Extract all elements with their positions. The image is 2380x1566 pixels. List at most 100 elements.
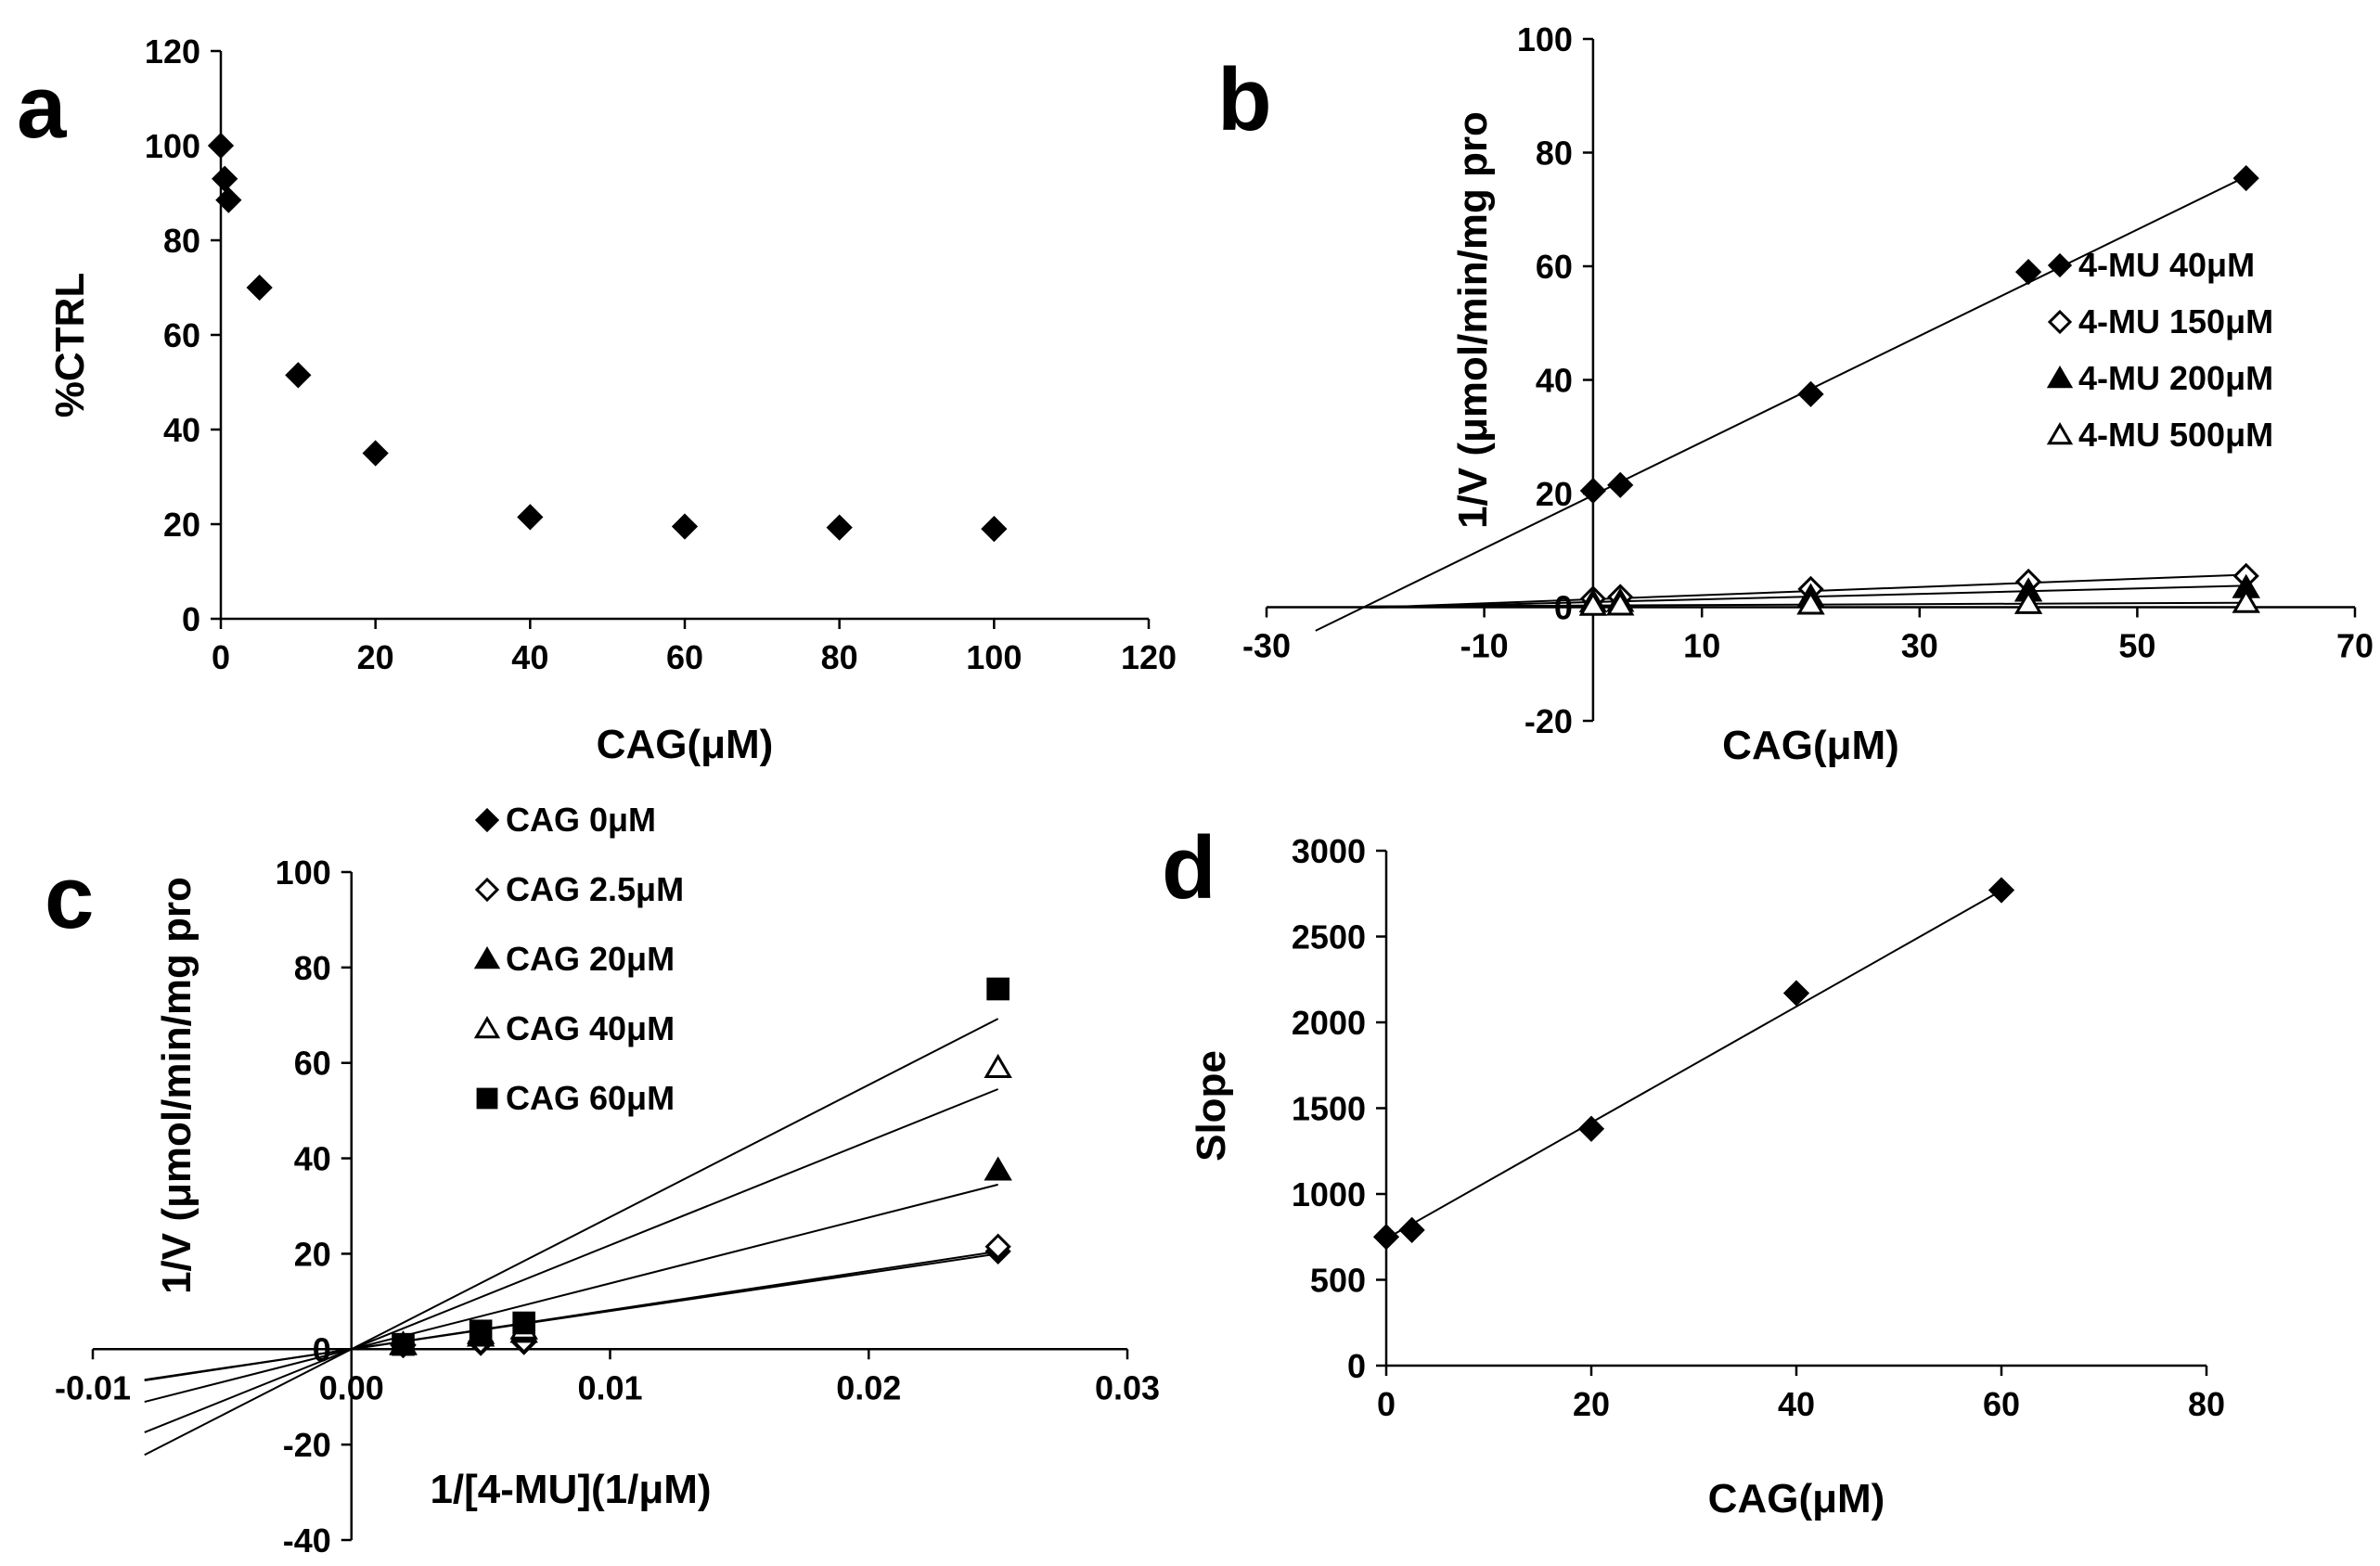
data-point-s1-4 — [1782, 980, 1810, 1007]
x-tick-label: -10 — [1460, 627, 1509, 665]
y-tick-label: 80 — [1536, 135, 1573, 173]
legend-label-4: CAG 40μM — [506, 1009, 675, 1047]
x-tick-label: 20 — [357, 638, 394, 676]
legend-label-3: CAG 20μM — [506, 940, 675, 978]
data-point-s1-7 — [517, 504, 544, 531]
fit-line-4 — [144, 1088, 998, 1433]
panel-letter-a: a — [17, 58, 67, 157]
data-point-s1-4 — [246, 274, 273, 302]
panel-letter-b: b — [1217, 50, 1272, 149]
data-point-s5-4 — [986, 977, 1010, 1001]
data-point-s1-9 — [826, 514, 853, 541]
data-point-s2-4 — [984, 1233, 1011, 1260]
y-tick-label: 0 — [1554, 589, 1573, 627]
panel-letter-d: d — [1162, 818, 1216, 918]
x-tick-label: 0 — [212, 638, 230, 676]
x-tick-label: 80 — [821, 638, 858, 676]
data-point-s1-1 — [207, 132, 235, 160]
panel-a: a 0 20 40 60 80 100 120 0 20 40 60 80 100 120 CAG(μM) %C… — [17, 32, 1177, 767]
data-point-s1-1 — [1579, 477, 1607, 505]
data-point-s5-2 — [469, 1319, 493, 1343]
y-tick-label: 60 — [163, 316, 200, 354]
y-tick-label: 60 — [294, 1045, 331, 1083]
y-axis-label: 1/V (μmol/min/mg pro — [1450, 111, 1496, 529]
x-tick-label: 120 — [1121, 638, 1177, 676]
panel-letter-c: c — [45, 848, 94, 947]
legend-label-1: 4-MU 40μM — [2078, 246, 2255, 284]
x-tick-label: 20 — [1573, 1385, 1610, 1423]
data-point-s4-2 — [1606, 591, 1635, 616]
y-tick-label: 100 — [145, 127, 200, 165]
y-tick-label: 60 — [1536, 248, 1573, 286]
panel-d: d 0 20 40 60 80 0 500 1000 1500 2000 2500 3000 CAG(μM… — [1162, 818, 2225, 1521]
data-point-s1-2 — [1607, 471, 1634, 498]
x-tick-label: 0.00 — [319, 1368, 384, 1406]
data-point-s1-6 — [362, 440, 389, 467]
legend-marker-2 — [2047, 309, 2073, 335]
y-tick-label: 100 — [1517, 20, 1573, 58]
data-point-s1-3 — [1577, 1115, 1605, 1142]
data-point-s1-1 — [1372, 1224, 1400, 1251]
data-point-s4-5 — [2232, 588, 2260, 613]
x-tick-label: 50 — [2118, 627, 2155, 665]
data-point-s4-4 — [2013, 589, 2043, 614]
x-tick-label: -0.01 — [55, 1368, 131, 1406]
y-tick-label: 500 — [1310, 1262, 1366, 1300]
y-tick-label: -20 — [283, 1426, 331, 1464]
y-tick-label: 20 — [163, 506, 200, 544]
fit-line-5 — [144, 1018, 999, 1457]
x-tick-label: 60 — [1983, 1385, 2020, 1423]
x-tick-label: 0 — [1377, 1385, 1396, 1423]
y-tick-label: 40 — [163, 411, 200, 449]
fit-line-1 — [1315, 173, 2253, 632]
legend-marker-3 — [2046, 366, 2074, 389]
data-point-s1-2 — [1398, 1216, 1425, 1243]
y-tick-label: 1500 — [1292, 1090, 1366, 1128]
x-axis-label: CAG(μM) — [1722, 723, 1899, 768]
y-tick-label: 20 — [1536, 475, 1573, 513]
legend-label-2: 4-MU 150μM — [2078, 302, 2273, 340]
data-point-s1-4 — [2014, 259, 2042, 286]
y-tick-label: 40 — [294, 1140, 331, 1178]
legend-marker-1 — [474, 807, 500, 833]
fit-line-1 — [1385, 890, 2002, 1239]
legend-marker-2 — [474, 877, 500, 903]
x-axis-label: CAG(μM) — [1708, 1476, 1885, 1521]
x-tick-label: 80 — [2188, 1385, 2225, 1423]
data-point-s1-3 — [1797, 380, 1824, 407]
y-tick-label: 40 — [1536, 362, 1573, 400]
data-point-s1-10 — [981, 515, 1008, 543]
y-tick-label: 2500 — [1292, 918, 1366, 956]
panel-c: c-0.01 0.00 0.01 0.02 0.03-40-20020406080100… — [45, 801, 1160, 1560]
data-point-s5-3 — [512, 1311, 535, 1335]
x-tick-label: 60 — [666, 638, 703, 676]
data-point-s4-3 — [1796, 590, 1825, 615]
fit-line-2 — [144, 1250, 998, 1382]
legend-marker-5 — [476, 1087, 498, 1110]
y-axis-label: Slope — [1189, 1050, 1234, 1162]
y-tick-label: 0 — [1347, 1347, 1366, 1385]
y-tick-label: -20 — [1524, 702, 1573, 740]
x-tick-label: 10 — [1683, 627, 1720, 665]
legend-label-5: CAG 60μM — [506, 1079, 675, 1117]
fit-line-3 — [144, 1183, 998, 1404]
legend-marker-4 — [2046, 422, 2074, 445]
y-tick-label: 3000 — [1292, 832, 1366, 870]
y-tick-label: 120 — [145, 32, 200, 71]
legend-label-1: CAG 0μM — [506, 801, 656, 839]
y-tick-label: 80 — [294, 949, 331, 987]
legend-marker-4 — [473, 1016, 501, 1039]
data-point-s3-4 — [984, 1156, 1012, 1181]
data-point-s4-1 — [1578, 591, 1608, 616]
data-point-s1-3 — [215, 186, 242, 213]
y-axis-label: %CTRL — [47, 273, 93, 417]
data-point-s5-1 — [392, 1332, 415, 1356]
x-tick-label: -30 — [1242, 627, 1291, 665]
legend-label-3: 4-MU 200μM — [2078, 359, 2273, 397]
x-tick-label: 30 — [1901, 627, 1938, 665]
data-point-s1-5 — [1988, 877, 2015, 904]
data-point-s1-2 — [212, 165, 238, 192]
x-tick-label: 70 — [2336, 627, 2374, 665]
legend-label-4: 4-MU 500μM — [2078, 416, 2273, 454]
